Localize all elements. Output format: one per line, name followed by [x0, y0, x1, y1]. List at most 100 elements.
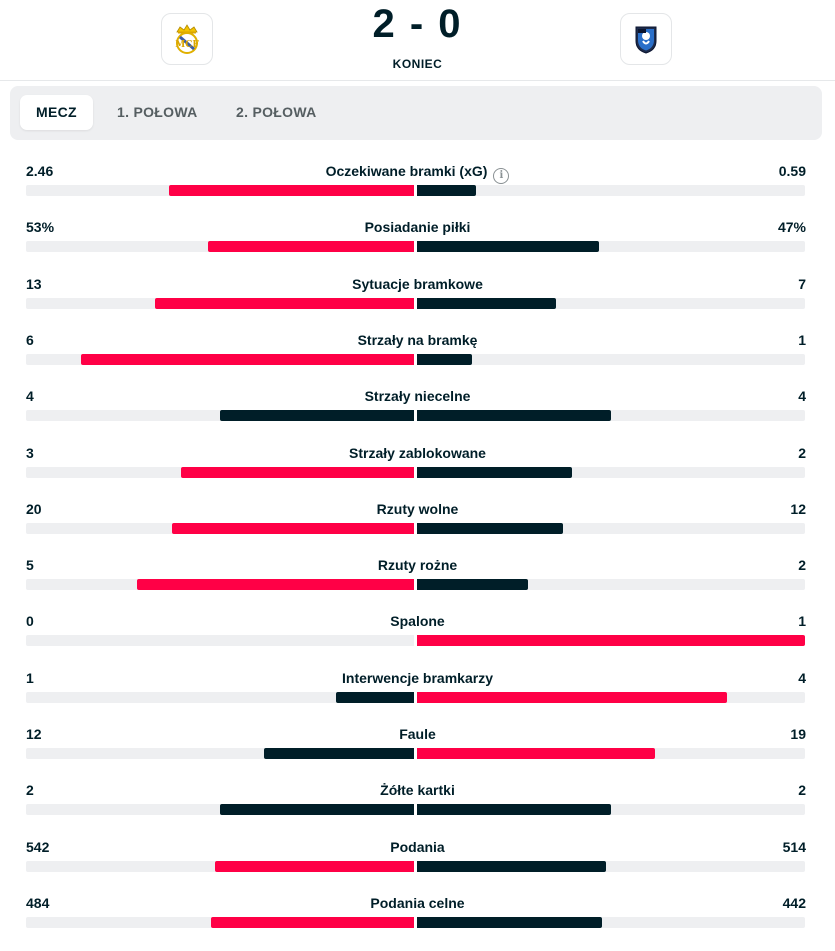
- stat-away-value: 12: [790, 501, 806, 517]
- away-bar-fill: [417, 410, 611, 421]
- away-bar-fill: [417, 185, 476, 196]
- stat-row: 4 Strzały niecelne 4: [0, 388, 835, 444]
- stat-home-value: 1: [26, 670, 34, 686]
- home-bar-track: [26, 523, 414, 534]
- home-bar-fill: [155, 298, 414, 309]
- away-bar-track: [417, 241, 805, 252]
- home-bar-track: [26, 861, 414, 872]
- away-bar-track: [417, 748, 805, 759]
- stat-row: 6 Strzały na bramkę 1: [0, 332, 835, 388]
- home-bar-fill: [263, 748, 414, 759]
- stat-row: 484 Podania celne 442: [0, 895, 835, 951]
- home-bar-fill: [181, 467, 414, 478]
- real-madrid-crest-icon: MCF: [175, 24, 199, 54]
- away-bar-fill: [417, 298, 557, 309]
- away-bar-fill: [417, 635, 805, 646]
- away-bar-track: [417, 635, 805, 646]
- home-bar-fill: [220, 804, 414, 815]
- stat-label-text: Rzuty rożne: [377, 557, 458, 573]
- home-bar-fill: [169, 185, 414, 196]
- away-bar-fill: [417, 354, 473, 365]
- svg-text:MCF: MCF: [175, 40, 199, 50]
- stat-row: 20 Rzuty wolne 12: [0, 501, 835, 557]
- home-bar-track: [26, 410, 414, 421]
- stat-row: 3 Strzały zablokowane 2: [0, 445, 835, 501]
- stat-away-value: 19: [790, 726, 806, 742]
- stat-away-value: 1: [798, 332, 806, 348]
- home-bar-track: [26, 635, 414, 646]
- home-bar-fill: [208, 241, 414, 252]
- stat-row: 1 Interwencje bramkarzy 4: [0, 670, 835, 726]
- away-bar-track: [417, 861, 805, 872]
- stat-home-value: 484: [26, 895, 50, 911]
- stat-label: Strzały zablokowane: [0, 445, 835, 461]
- stat-label-text: Żółte kartki: [380, 782, 455, 798]
- stat-label: Podania: [0, 839, 835, 855]
- stat-home-value: 2.46: [26, 163, 54, 179]
- stat-label-text: Strzały zablokowane: [349, 445, 486, 461]
- stat-label-text: Rzuty wolne: [376, 501, 459, 517]
- away-bar-track: [417, 354, 805, 365]
- stat-row: 5 Rzuty rożne 2: [0, 557, 835, 613]
- home-bar-track: [26, 241, 414, 252]
- home-bar-fill: [211, 917, 414, 928]
- stat-home-value: 3: [26, 445, 34, 461]
- stat-label: Rzuty wolne: [0, 501, 835, 517]
- stat-label-text: Strzały niecelne: [364, 388, 471, 404]
- stat-row: 12 Faule 19: [0, 726, 835, 782]
- home-bar-fill: [336, 692, 414, 703]
- away-bar-track: [417, 410, 805, 421]
- stat-label: Interwencje bramkarzy: [0, 670, 835, 686]
- stat-label-text: Oczekiwane bramki (xG): [325, 163, 488, 179]
- away-bar-fill: [417, 861, 606, 872]
- away-bar-track: [417, 185, 805, 196]
- stat-row: 0 Spalone 1: [0, 613, 835, 669]
- away-bar-fill: [417, 579, 528, 590]
- home-bar-track: [26, 298, 414, 309]
- stat-away-value: 442: [782, 895, 806, 911]
- stats-period-tabs: MECZ 1. POŁOWA 2. POŁOWA: [10, 86, 822, 140]
- away-bar-track: [417, 523, 805, 534]
- away-bar-track: [417, 804, 805, 815]
- stat-away-value: 0.59: [778, 163, 806, 179]
- home-bar-track: [26, 804, 414, 815]
- stat-label: Strzały niecelne: [0, 388, 835, 404]
- stat-label: Podania celne: [0, 895, 835, 911]
- away-bar-fill: [417, 917, 603, 928]
- away-bar-fill: [417, 748, 655, 759]
- atalanta-crest-icon: [635, 26, 657, 54]
- home-bar-track: [26, 748, 414, 759]
- tab-match[interactable]: MECZ: [20, 95, 93, 130]
- home-bar-fill: [81, 354, 414, 365]
- stat-home-value: 2: [26, 782, 34, 798]
- away-bar-fill: [417, 804, 611, 815]
- away-bar-track: [417, 692, 805, 703]
- away-team-logo[interactable]: [620, 13, 672, 65]
- stat-label-text: Strzały na bramkę: [357, 332, 478, 348]
- stat-row: 53% Posiadanie piłki 47%: [0, 219, 835, 275]
- stat-home-value: 13: [26, 276, 42, 292]
- stat-row: 2 Żółte kartki 2: [0, 782, 835, 838]
- home-bar-fill: [220, 410, 414, 421]
- away-bar-fill: [417, 467, 573, 478]
- stat-home-value: 5: [26, 557, 34, 573]
- away-bar-track: [417, 579, 805, 590]
- stat-away-value: 7: [798, 276, 806, 292]
- stat-away-value: 514: [782, 839, 806, 855]
- home-bar-track: [26, 185, 414, 196]
- home-team-logo[interactable]: MCF: [161, 13, 213, 65]
- tab-second-half[interactable]: 2. POŁOWA: [236, 104, 317, 120]
- away-bar-fill: [417, 241, 600, 252]
- tab-first-half[interactable]: 1. POŁOWA: [117, 104, 198, 120]
- stat-label-text: Posiadanie piłki: [364, 219, 471, 235]
- home-bar-track: [26, 579, 414, 590]
- stat-row: 542 Podania 514: [0, 839, 835, 895]
- stat-home-value: 12: [26, 726, 42, 742]
- stat-home-value: 20: [26, 501, 42, 517]
- stat-home-value: 0: [26, 613, 34, 629]
- home-bar-fill: [136, 579, 414, 590]
- info-icon[interactable]: i: [493, 168, 510, 184]
- stat-label-text: Spalone: [390, 613, 445, 629]
- stat-row: 2.46 Oczekiwane bramki (xG) i 0.59: [0, 163, 835, 219]
- stat-away-value: 2: [798, 782, 806, 798]
